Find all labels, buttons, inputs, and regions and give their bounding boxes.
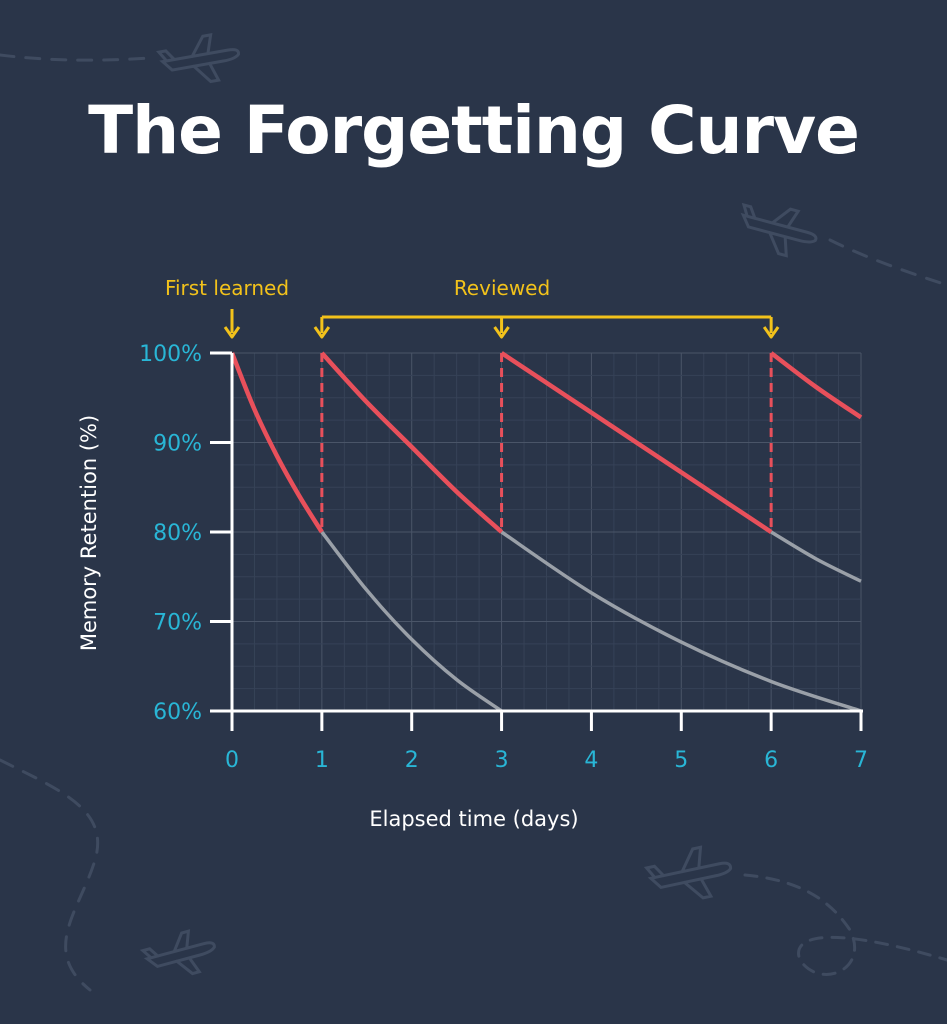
reviewed-label: Reviewed (454, 276, 550, 300)
x-tick-label: 0 (225, 748, 239, 773)
y-tick-label: 80% (153, 521, 202, 546)
airplane-icon (740, 202, 818, 258)
dashed-flight-path (743, 873, 947, 976)
arrow-head (762, 326, 780, 339)
x-tick-label: 2 (405, 748, 419, 773)
retention-curve-segment (769, 351, 863, 420)
x-tick-label: 3 (495, 748, 509, 773)
first-learned-label: First learned (165, 276, 289, 300)
x-tick-label: 5 (674, 748, 688, 773)
retention-curve-segment (500, 351, 773, 534)
y-tick-label: 90% (153, 432, 202, 457)
retention-curve-segment (320, 351, 504, 534)
review-curves (229, 351, 863, 534)
y-axis-label: Memory Retention (%) (77, 415, 101, 651)
x-tick-label: 6 (764, 748, 778, 773)
dashed-flight-path (0, 53, 152, 62)
y-tick-label: 60% (153, 700, 202, 725)
x-tick-label: 1 (315, 748, 329, 773)
annotations: First learned Reviewed (165, 276, 780, 339)
x-tick-label: 4 (584, 748, 598, 773)
chart-grid (231, 352, 862, 712)
decay-curve-segment (320, 530, 503, 713)
dashed-flight-path (828, 238, 947, 287)
airplane-icon (643, 845, 733, 900)
x-axis-label: Elapsed time (days) (369, 807, 578, 831)
chart-axes (210, 351, 863, 731)
x-tick-label: 7 (854, 748, 868, 773)
airplane-icon (139, 929, 216, 976)
chart-title: The Forgetting Curve (88, 92, 860, 169)
y-tick-label: 100% (139, 342, 202, 367)
decay-curve-segment (770, 530, 862, 583)
decay-curve-segment (500, 530, 862, 713)
arrow-head (313, 326, 331, 339)
retention-curve-segment (229, 352, 324, 534)
decay-curves (320, 530, 862, 713)
background-decorations (0, 33, 947, 992)
arrow-head (223, 326, 241, 339)
airplane-icon (156, 33, 240, 84)
arrow-head (493, 326, 510, 339)
tick-labels: 60% 70% 80% 90% 100% 0 1 2 3 4 5 6 7 (139, 342, 868, 773)
y-tick-label: 70% (153, 611, 202, 636)
dashed-flight-path (0, 758, 100, 992)
